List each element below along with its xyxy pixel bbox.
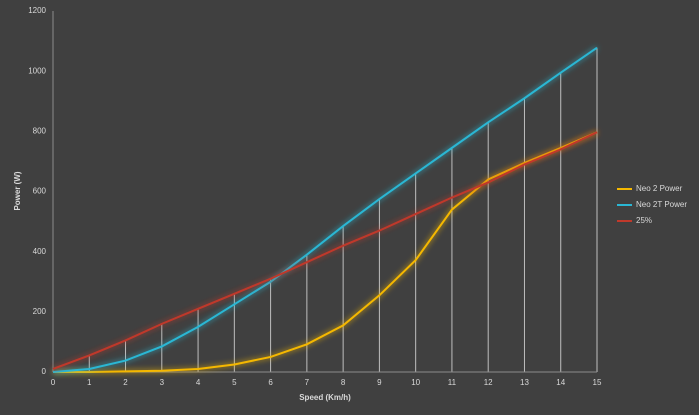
series-line — [52, 46, 598, 373]
x-tick-label: 14 — [556, 378, 565, 387]
x-tick-label: 3 — [160, 378, 165, 387]
x-tick-label: 2 — [123, 378, 128, 387]
x-tick-label: 4 — [196, 378, 201, 387]
legend-label: Neo 2 Power — [636, 184, 683, 193]
x-tick-label: 7 — [305, 378, 310, 387]
y-tick-label: 1000 — [28, 66, 46, 75]
y-tick-label: 0 — [42, 367, 47, 376]
x-tick-label: 1 — [87, 378, 92, 387]
x-tick-label: 13 — [520, 378, 529, 387]
y-tick-label: 600 — [33, 187, 47, 196]
y-tick-label: 200 — [33, 307, 47, 316]
y-tick-label: 1200 — [28, 6, 46, 15]
x-axis-title: Speed (Km/h) — [299, 393, 351, 402]
x-tick-label: 10 — [411, 378, 420, 387]
x-tick-label: 11 — [448, 378, 457, 387]
y-tick-label: 400 — [33, 247, 47, 256]
legend-label: 25% — [636, 216, 652, 225]
x-tick-label: 8 — [341, 378, 346, 387]
x-tick-label: 12 — [484, 378, 493, 387]
y-tick-label: 800 — [33, 126, 47, 135]
legend-label: Neo 2T Power — [636, 200, 687, 209]
x-tick-label: 5 — [232, 378, 237, 387]
y-axis-title: Power (W) — [13, 171, 22, 210]
x-tick-label: 15 — [593, 378, 602, 387]
x-tick-label: 9 — [377, 378, 382, 387]
x-tick-label: 0 — [51, 378, 56, 387]
series-line — [53, 131, 598, 373]
series-line — [52, 131, 598, 370]
x-tick-label: 6 — [268, 378, 273, 387]
